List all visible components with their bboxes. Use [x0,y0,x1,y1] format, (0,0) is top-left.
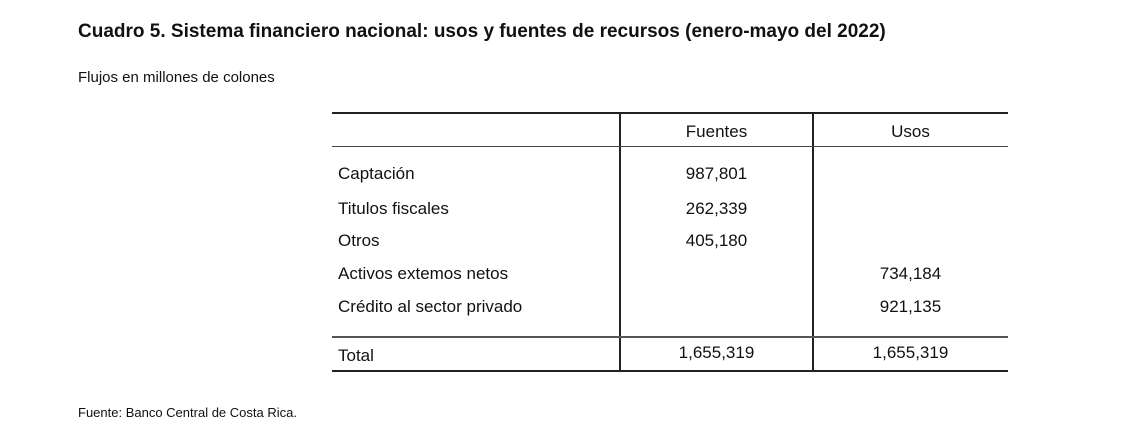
row-label: Otros [338,231,380,250]
row-label: Crédito al sector privado [338,297,523,316]
usos-value: 734,184 [879,264,942,283]
fuentes-value: 262,339 [685,199,748,218]
table-title: Cuadro 5. Sistema financiero nacional: u… [78,21,886,42]
row-label: Activos extemos netos [338,264,509,283]
total-fuentes: 1,655,319 [678,343,755,362]
usos-value: 921,135 [879,297,942,316]
column-divider [812,114,814,370]
table-subtitle: Flujos en millones de colones [78,69,275,86]
total-usos: 1,655,319 [872,343,949,362]
row-label: Captación [338,164,415,183]
header-fuentes: Fuentes [685,122,748,141]
data-table: Fuentes Usos Captación 987,801 Titulos fis… [332,112,1008,372]
fuentes-value: 405,180 [685,231,748,250]
fuentes-value: 987,801 [685,164,748,183]
row-label: Titulos fiscales [338,199,449,218]
total-label: Total [338,346,374,365]
header-divider [332,146,1008,147]
source-note: Fuente: Banco Central de Costa Rica. [78,405,297,420]
header-usos: Usos [891,122,930,141]
column-divider [619,114,621,370]
total-divider [332,336,1008,338]
